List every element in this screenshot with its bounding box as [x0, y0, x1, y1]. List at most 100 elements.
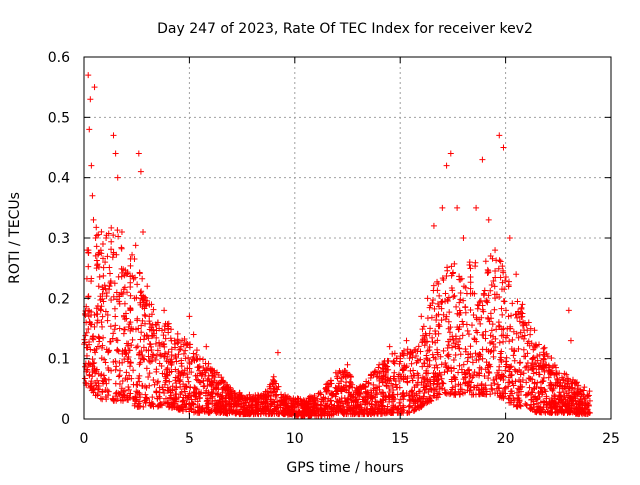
x-tick-label: 5 — [185, 431, 194, 447]
roti-point — [477, 320, 484, 327]
roti-point — [153, 352, 160, 359]
roti-point — [539, 391, 546, 398]
roti-point — [281, 397, 288, 404]
x-tick-label: 15 — [391, 431, 409, 447]
roti-point — [409, 377, 416, 384]
roti-point — [379, 410, 386, 417]
roti-point — [476, 299, 483, 306]
roti-point — [116, 372, 123, 379]
roti-point — [434, 346, 441, 353]
roti-point — [154, 319, 161, 326]
roti-point — [500, 325, 507, 332]
roti-point — [552, 382, 559, 389]
roti-point — [160, 341, 167, 348]
roti-point — [368, 371, 375, 378]
roti-point — [508, 345, 515, 352]
roti-point — [490, 376, 497, 383]
roti-point — [484, 299, 491, 306]
roti-point — [399, 390, 406, 397]
roti-point — [136, 390, 143, 397]
roti-point — [95, 283, 102, 290]
roti-point — [413, 359, 420, 366]
roti-point — [529, 376, 536, 383]
roti-point — [87, 346, 94, 353]
roti-point — [440, 311, 447, 318]
roti-point — [436, 391, 443, 398]
roti-point — [419, 326, 426, 333]
roti-point — [218, 408, 225, 415]
roti-point — [450, 356, 457, 363]
roti-point — [464, 358, 471, 365]
roti-point — [496, 294, 503, 301]
roti-point — [426, 357, 433, 364]
roti-point — [546, 399, 553, 406]
roti-point — [101, 282, 108, 289]
roti-point — [444, 345, 451, 352]
roti-point — [473, 338, 480, 345]
roti-point — [496, 132, 503, 139]
roti-point — [205, 409, 212, 416]
roti-point — [424, 338, 431, 345]
roti-point — [398, 406, 405, 413]
roti-point — [143, 395, 150, 402]
roti-point — [144, 283, 151, 290]
roti-point — [108, 238, 115, 245]
roti-point — [122, 267, 129, 274]
roti-point — [565, 307, 572, 314]
roti-point — [218, 379, 225, 386]
roti-point — [449, 287, 456, 294]
roti-point — [241, 404, 248, 411]
roti-point — [505, 313, 512, 320]
roti-point — [140, 403, 147, 410]
roti-point — [456, 335, 463, 342]
roti-point — [235, 401, 242, 408]
roti-point — [143, 365, 150, 372]
roti-point — [200, 378, 207, 385]
roti-point — [213, 402, 220, 409]
roti-point — [131, 256, 138, 263]
roti-point — [207, 392, 214, 399]
roti-point — [444, 352, 451, 359]
data-layer — [81, 72, 593, 419]
roti-point — [326, 412, 333, 419]
roti-point — [485, 375, 492, 382]
roti-point — [91, 323, 98, 330]
y-tick-label: 0.1 — [48, 352, 70, 368]
roti-point — [132, 242, 139, 249]
roti-point — [125, 324, 132, 331]
roti-point — [129, 336, 136, 343]
roti-point — [354, 401, 361, 408]
roti-point — [153, 389, 160, 396]
roti-point — [389, 394, 396, 401]
roti-point — [180, 372, 187, 379]
roti-point — [540, 374, 547, 381]
roti-point — [495, 265, 502, 272]
roti-point — [119, 378, 126, 385]
roti-point — [521, 327, 528, 334]
roti-point — [97, 297, 104, 304]
roti-point — [199, 356, 206, 363]
roti-point — [408, 388, 415, 395]
roti-point — [290, 395, 297, 402]
roti-point — [464, 327, 471, 334]
roti-point — [559, 398, 566, 405]
roti-point — [482, 328, 489, 335]
roti-point — [304, 400, 311, 407]
roti-point — [478, 366, 485, 373]
roti-point — [90, 216, 97, 223]
roti-point — [580, 408, 587, 415]
roti-point — [503, 358, 510, 365]
roti-point — [90, 333, 97, 340]
roti-point — [187, 401, 194, 408]
roti-point — [180, 350, 187, 357]
roti-point — [137, 289, 144, 296]
roti-point — [414, 348, 421, 355]
roti-point — [96, 335, 103, 342]
roti-point — [560, 409, 567, 416]
roti-point — [114, 227, 121, 234]
roti-point — [142, 383, 149, 390]
roti-point — [530, 354, 537, 361]
roti-point — [93, 232, 100, 239]
roti-point — [460, 283, 467, 290]
roti-point — [140, 228, 147, 235]
